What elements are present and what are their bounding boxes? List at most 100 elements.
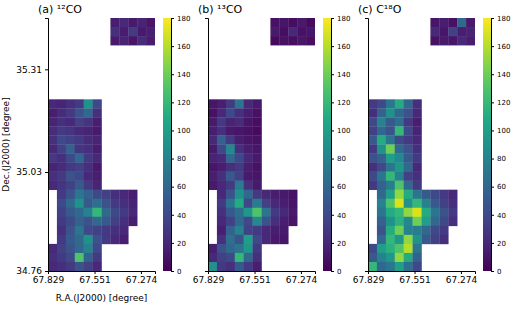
cell <box>110 190 119 199</box>
cell <box>208 117 217 126</box>
colorbar-axis: 020406080100120140160180 <box>491 15 510 276</box>
cell <box>368 253 377 262</box>
colorbar-tick-mark <box>171 102 174 103</box>
cell <box>66 262 75 271</box>
cell <box>253 163 262 172</box>
cell <box>395 108 404 117</box>
cell <box>235 154 244 163</box>
x-axis-line <box>369 272 476 275</box>
cell <box>128 27 137 36</box>
cell <box>217 108 226 117</box>
cell <box>208 99 217 108</box>
cell <box>253 181 262 190</box>
cell <box>386 199 395 208</box>
cell <box>288 27 297 36</box>
cell <box>386 126 395 135</box>
colorbar-tick-label: 80 <box>337 155 346 163</box>
cell <box>110 217 119 226</box>
panel: 67.82967.55167.274(b) ¹³CO02040608010012… <box>193 3 351 285</box>
cell <box>66 217 75 226</box>
cell <box>235 217 244 226</box>
y-tick-mark <box>45 69 48 70</box>
cell <box>102 190 111 199</box>
cell <box>66 208 75 217</box>
cell <box>66 190 75 199</box>
cell <box>217 181 226 190</box>
x-tick: 67.274 <box>126 271 158 285</box>
colorbar-tick-mark <box>331 130 334 131</box>
cell <box>226 126 235 135</box>
cell <box>75 163 84 172</box>
cell <box>110 235 119 244</box>
colorbar-tick-label: 140 <box>337 71 350 79</box>
cell <box>244 208 253 217</box>
panel: 67.82967.55167.274(c) C¹⁸O02040608010012… <box>353 3 511 285</box>
cell <box>395 244 404 253</box>
colorbar-tick: 100 <box>491 127 510 135</box>
cell <box>413 126 422 135</box>
cell <box>208 108 217 117</box>
cell <box>395 117 404 126</box>
y-tick: 35.03 <box>16 167 48 177</box>
cell <box>48 181 57 190</box>
cell <box>413 108 422 117</box>
cell <box>377 235 386 244</box>
cell <box>57 226 66 235</box>
cell <box>377 262 386 271</box>
x-axis: 67.82967.55167.274 <box>33 271 158 285</box>
cell <box>75 262 84 271</box>
cell <box>235 226 244 235</box>
cell <box>377 244 386 253</box>
cell <box>386 172 395 181</box>
cell <box>466 18 475 27</box>
cell <box>404 108 413 117</box>
x-tick-label: 67.551 <box>239 275 270 285</box>
cell <box>217 253 226 262</box>
cell <box>128 199 137 208</box>
cell <box>413 181 422 190</box>
y-axis-line <box>205 19 209 272</box>
colorbar-tick-mark <box>331 271 334 272</box>
cell <box>270 226 279 235</box>
cell <box>404 235 413 244</box>
cell <box>386 208 395 217</box>
cell <box>386 217 395 226</box>
cell <box>48 172 57 181</box>
cell <box>288 36 297 45</box>
cell <box>422 190 431 199</box>
cell <box>244 190 253 199</box>
cell <box>84 99 93 108</box>
cell <box>84 154 93 163</box>
cell <box>84 226 93 235</box>
cell <box>413 199 422 208</box>
cell <box>93 117 102 126</box>
cell <box>119 36 128 45</box>
colorbar-tick-mark <box>171 18 174 19</box>
colorbar-tick-label: 80 <box>497 155 506 163</box>
cell <box>270 217 279 226</box>
cell <box>57 217 66 226</box>
cell <box>217 190 226 199</box>
cell <box>235 135 244 144</box>
colorbar-tick-mark <box>331 74 334 75</box>
cell <box>93 208 102 217</box>
cell <box>404 199 413 208</box>
cell <box>208 262 217 271</box>
cell <box>57 154 66 163</box>
cell <box>110 18 119 27</box>
x-tick: 67.551 <box>399 271 431 285</box>
colorbar-tick-label: 80 <box>177 155 186 163</box>
x-tick-mark <box>255 271 256 274</box>
colorbar <box>163 18 171 271</box>
cell <box>422 226 431 235</box>
cell <box>235 126 244 135</box>
cell <box>235 190 244 199</box>
cell <box>75 226 84 235</box>
colorbar-tick-label: 20 <box>337 240 346 248</box>
cell <box>368 145 377 154</box>
cell <box>226 217 235 226</box>
cell <box>253 262 262 271</box>
cell <box>217 172 226 181</box>
cell <box>57 235 66 244</box>
x-tick-label: 67.274 <box>446 275 478 285</box>
